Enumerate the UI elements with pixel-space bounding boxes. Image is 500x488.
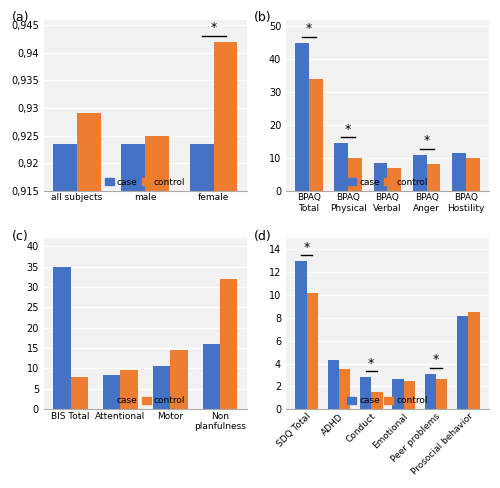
Bar bbox=[120, 370, 138, 409]
Bar bbox=[220, 279, 238, 409]
Bar bbox=[404, 381, 415, 409]
Bar bbox=[53, 266, 70, 409]
Bar bbox=[103, 374, 120, 409]
Bar bbox=[122, 144, 146, 488]
Bar bbox=[214, 41, 238, 488]
Text: (a): (a) bbox=[12, 11, 29, 24]
Text: (d): (d) bbox=[254, 229, 272, 243]
Bar bbox=[452, 153, 466, 191]
Bar bbox=[153, 366, 170, 409]
Bar bbox=[360, 377, 372, 409]
Bar bbox=[466, 158, 479, 191]
Bar bbox=[334, 143, 348, 191]
Bar bbox=[53, 144, 77, 488]
Legend: case, control: case, control bbox=[102, 394, 188, 408]
Bar bbox=[295, 261, 306, 409]
Text: *: * bbox=[368, 357, 374, 370]
Text: *: * bbox=[306, 22, 312, 35]
Bar bbox=[372, 392, 382, 409]
Bar bbox=[328, 360, 339, 409]
Legend: case, control: case, control bbox=[344, 394, 430, 408]
Bar bbox=[374, 163, 388, 191]
Bar bbox=[190, 144, 214, 488]
Legend: case, control: case, control bbox=[102, 175, 188, 190]
Bar bbox=[309, 79, 322, 191]
Bar bbox=[388, 168, 401, 191]
Bar bbox=[468, 312, 479, 409]
Bar bbox=[392, 380, 404, 409]
Bar bbox=[77, 113, 101, 488]
Text: *: * bbox=[424, 134, 430, 147]
Text: *: * bbox=[345, 122, 352, 136]
Bar bbox=[306, 293, 318, 409]
Text: *: * bbox=[433, 353, 439, 366]
Bar bbox=[146, 136, 169, 488]
Text: (b): (b) bbox=[254, 11, 271, 24]
Bar bbox=[436, 380, 448, 409]
Text: (c): (c) bbox=[12, 229, 28, 243]
Bar bbox=[457, 316, 468, 409]
Bar bbox=[424, 374, 436, 409]
Bar bbox=[426, 164, 440, 191]
Bar bbox=[202, 344, 220, 409]
Legend: case, control: case, control bbox=[344, 175, 430, 190]
Bar bbox=[348, 158, 362, 191]
Bar bbox=[413, 155, 426, 191]
Bar bbox=[170, 350, 188, 409]
Text: *: * bbox=[210, 21, 216, 34]
Text: *: * bbox=[304, 241, 310, 254]
Bar bbox=[295, 42, 309, 191]
Bar bbox=[339, 369, 350, 409]
Bar bbox=[70, 377, 88, 409]
